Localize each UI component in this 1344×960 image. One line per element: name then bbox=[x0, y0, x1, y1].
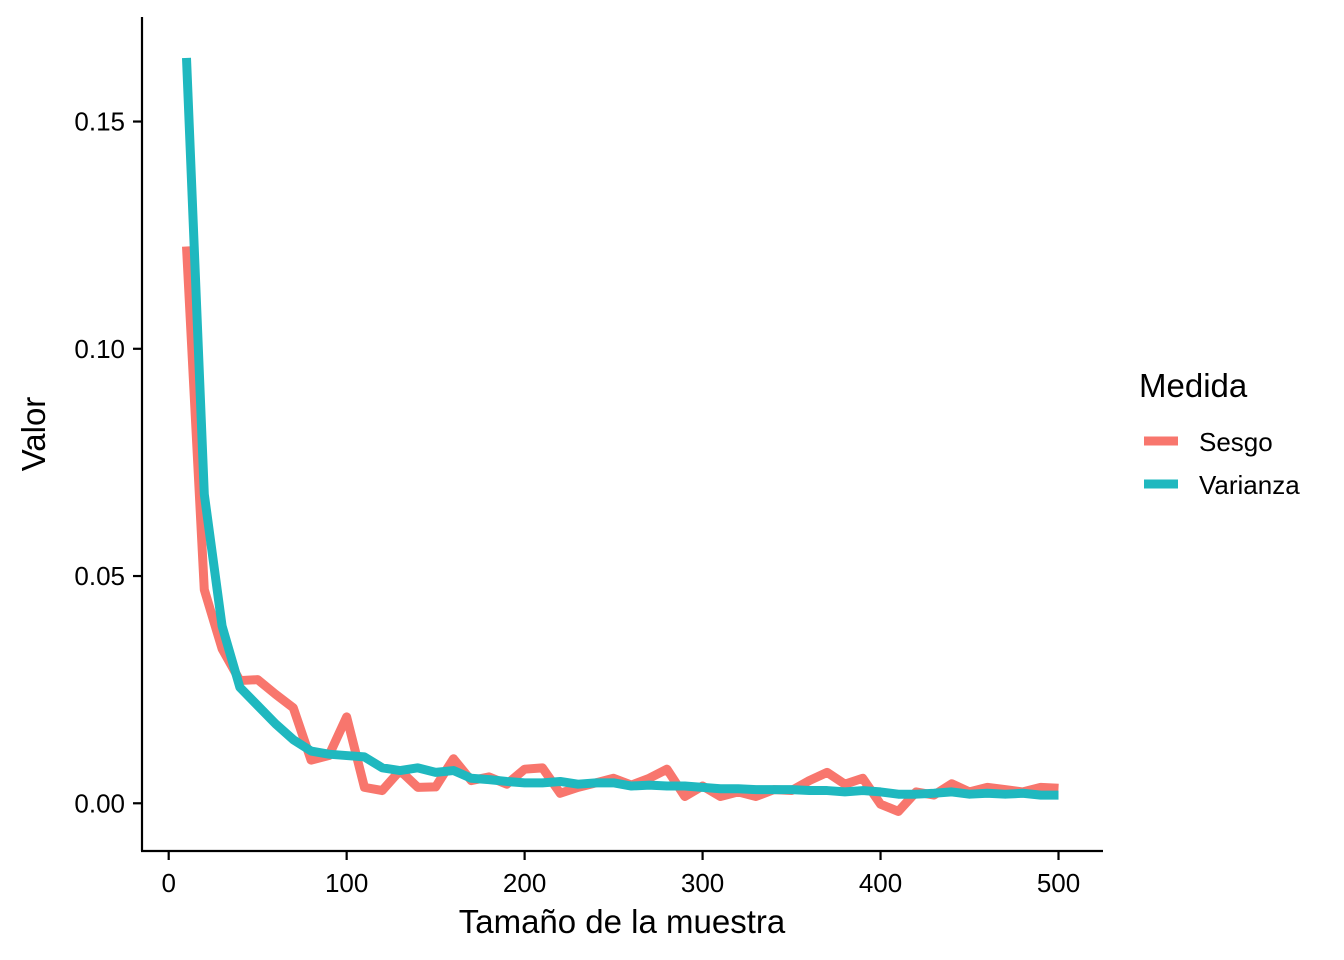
x-axis-title: Tamaño de la muestra bbox=[459, 903, 786, 940]
x-tick-label: 400 bbox=[859, 868, 902, 898]
y-tick-label: 0.15 bbox=[74, 107, 125, 137]
x-tick-label: 300 bbox=[681, 868, 724, 898]
legend-title: Medida bbox=[1139, 367, 1248, 404]
series-line-varianza bbox=[181, 57, 1059, 800]
y-ticks: 0.00 0.05 0.10 0.15 bbox=[74, 107, 142, 818]
legend-label-sesgo: Sesgo bbox=[1199, 427, 1273, 457]
x-tick-label: 100 bbox=[325, 868, 368, 898]
y-tick-label: 0.05 bbox=[74, 561, 125, 591]
x-ticks: 0 100 200 300 400 500 bbox=[161, 851, 1080, 898]
y-tick-label: 0.10 bbox=[74, 334, 125, 364]
x-tick-label: 200 bbox=[503, 868, 546, 898]
y-tick-label: 0.00 bbox=[74, 788, 125, 818]
series-layer bbox=[181, 57, 1059, 816]
legend-label-varianza: Varianza bbox=[1199, 470, 1300, 500]
x-tick-label: 0 bbox=[161, 868, 175, 898]
y-axis-title: Valor bbox=[15, 397, 52, 472]
legend: Medida Sesgo Varianza bbox=[1139, 367, 1300, 500]
x-tick-label: 500 bbox=[1037, 868, 1080, 898]
axes bbox=[140, 17, 1103, 853]
